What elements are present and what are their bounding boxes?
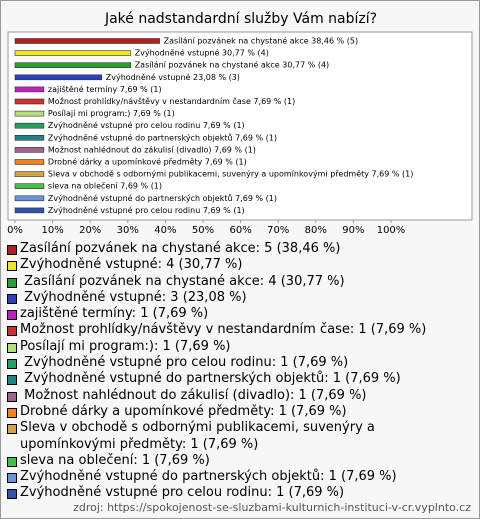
legend-swatch bbox=[7, 456, 17, 467]
legend-label: Drobné dárky a upomínkové předměty: 1 (7… bbox=[20, 403, 347, 419]
x-tick-label: 90% bbox=[342, 225, 364, 236]
legend-item: Možnost nahlédnout do zákulisí (divadlo)… bbox=[7, 388, 473, 404]
bar bbox=[14, 207, 45, 214]
x-tick-label: 50% bbox=[192, 225, 214, 236]
legend-label: Zvýhodněné vstupné: 3 (23,08 %) bbox=[20, 289, 247, 305]
legend-swatch bbox=[7, 310, 17, 321]
legend-item: Zasílání pozvánek na chystané akce: 4 (3… bbox=[7, 274, 473, 290]
legend-item: Posílají mi program:): 1 (7,69 %) bbox=[7, 339, 473, 355]
legend-item: Drobné dárky a upomínkové předměty: 1 (7… bbox=[7, 404, 473, 420]
bar-label: zajištěné termíny 7,69 % (1) bbox=[48, 84, 162, 94]
legend-swatch bbox=[7, 473, 17, 484]
legend-swatch bbox=[7, 391, 17, 402]
bar bbox=[14, 74, 103, 81]
legend-label: Sleva v obchodě s odbornými publikacemi,… bbox=[20, 420, 380, 452]
x-tick-label: 70% bbox=[267, 225, 289, 236]
legend-swatch bbox=[7, 375, 17, 386]
bar bbox=[14, 171, 45, 177]
bar-label: Zvýhodněné vstupné do partnerských objek… bbox=[48, 193, 277, 203]
legend-item: Možnost prohlídky/návštěvy v nestandardn… bbox=[7, 322, 473, 338]
legend-item: Zvýhodněné vstupné do partnerských objek… bbox=[7, 469, 473, 485]
bar-label: Drobné dárky a upomínkové předměty 7,69 … bbox=[48, 157, 247, 167]
legend-item: Zasílání pozvánek na chystané akce: 5 (3… bbox=[7, 241, 473, 257]
bar bbox=[14, 147, 45, 153]
bar bbox=[14, 38, 160, 44]
bar-label: Možnost prohlídky/návštěvy v nestandardn… bbox=[48, 96, 295, 106]
x-tick-label: 30% bbox=[117, 225, 139, 236]
source: zdroj: https://spokojenost-se-sluzbami-k… bbox=[73, 501, 471, 514]
legend-swatch bbox=[7, 359, 17, 370]
bar bbox=[14, 183, 45, 189]
bar-label: Zvýhodněné vstupné pro celou rodinu 7,69… bbox=[48, 120, 245, 130]
bar-label: Zasílání pozvánek na chystané akce 38,46… bbox=[164, 36, 359, 46]
legend-item: Zvýhodněné vstupné: 4 (30,77 %) bbox=[7, 257, 473, 273]
legend-swatch bbox=[7, 407, 17, 418]
legend-item: Zvýhodněné vstupné pro celou rodinu: 1 (… bbox=[7, 355, 473, 371]
legend-swatch bbox=[7, 277, 17, 288]
x-tick-label: 10% bbox=[41, 225, 63, 236]
legend-item: Zvýhodněné vstupné: 3 (23,08 %) bbox=[7, 290, 473, 306]
legend-swatch bbox=[7, 261, 17, 272]
legend-label: Zvýhodněné vstupné pro celou rodinu: 1 (… bbox=[20, 355, 349, 371]
x-tick-label: 100% bbox=[377, 225, 406, 236]
x-tick-label: 80% bbox=[305, 225, 327, 236]
bar-label: Zvýhodněné vstupné 23,08 % (3) bbox=[106, 72, 240, 82]
x-tick-label: 0% bbox=[7, 225, 23, 236]
legend-label: Zvýhodněné vstupné: 4 (30,77 %) bbox=[20, 257, 243, 273]
legend-label: Zvýhodněné vstupné pro celou rodinu: 1 (… bbox=[20, 485, 345, 501]
legend: Zasílání pozvánek na chystané akce: 5 (3… bbox=[7, 241, 473, 502]
bar-label: Zasílání pozvánek na chystané akce 30,77… bbox=[135, 60, 329, 70]
legend-item: Sleva v obchodě s odbornými publikacemi,… bbox=[7, 420, 473, 453]
legend-swatch bbox=[7, 342, 17, 353]
bar-label: Zvýhodněné vstupné 30,77 % (4) bbox=[135, 48, 269, 58]
x-tick-label: 40% bbox=[154, 225, 176, 236]
x-tick-label: 60% bbox=[229, 225, 251, 236]
legend-label: Možnost prohlídky/návštěvy v nestandardn… bbox=[20, 322, 427, 338]
x-tick-label: 20% bbox=[79, 225, 101, 236]
bar-label: sleva na oblečení 7,69 % (1) bbox=[48, 181, 162, 191]
legend-label: Zvýhodněné vstupné do partnerských objek… bbox=[20, 371, 401, 387]
legend-label: Zvýhodněné vstupné do partnerských objek… bbox=[20, 469, 397, 485]
legend-item: Zvýhodněné vstupné do partnerských objek… bbox=[7, 371, 473, 387]
legend-label: Zasílání pozvánek na chystané akce: 4 (3… bbox=[20, 273, 345, 289]
bar bbox=[14, 50, 131, 56]
legend-label: Možnost nahlédnout do zákulisí (divadlo)… bbox=[20, 387, 367, 403]
bar-label: Zvýhodněné vstupné pro celou rodinu 7,69… bbox=[48, 205, 245, 215]
legend-label: zajištěné termíny: 1 (7,69 %) bbox=[20, 306, 209, 322]
legend-item: Zvýhodněné vstupné pro celou rodinu: 1 (… bbox=[7, 485, 473, 501]
legend-item: zajištěné termíny: 1 (7,69 %) bbox=[7, 306, 473, 322]
bar bbox=[14, 110, 45, 117]
bar-label: Možnost nahlédnout do zákulisí (divadlo)… bbox=[48, 144, 256, 154]
legend-swatch bbox=[7, 326, 17, 337]
bar bbox=[14, 195, 45, 202]
chart-title: Jaké nadstandardní služby Vám nabízí? bbox=[104, 11, 377, 27]
bar bbox=[14, 98, 45, 105]
legend-item: sleva na oblečení: 1 (7,69 %) bbox=[7, 453, 473, 469]
legend-swatch bbox=[7, 293, 17, 304]
chart: Jaké nadstandardní služby Vám nabízí? 0%… bbox=[7, 11, 473, 236]
bar bbox=[14, 122, 45, 129]
bar bbox=[14, 86, 45, 93]
bar-label: Zvýhodněné vstupné do partnerských objek… bbox=[48, 132, 277, 142]
legend-swatch bbox=[7, 424, 17, 435]
legend-swatch bbox=[7, 245, 17, 255]
bar bbox=[14, 62, 131, 69]
legend-label: Zasílání pozvánek na chystané akce: 5 (3… bbox=[20, 241, 341, 256]
bar-label: Sleva v obchodě s odbornými publikacemi,… bbox=[48, 170, 413, 179]
legend-swatch bbox=[7, 489, 17, 500]
bar-label: Posílají mi program:) 7,69 % (1) bbox=[48, 109, 175, 118]
bar bbox=[14, 135, 45, 141]
legend-label: sleva na oblečení: 1 (7,69 %) bbox=[20, 452, 210, 468]
bar bbox=[14, 159, 45, 165]
legend-label: Posílají mi program:): 1 (7,69 %) bbox=[20, 338, 231, 354]
